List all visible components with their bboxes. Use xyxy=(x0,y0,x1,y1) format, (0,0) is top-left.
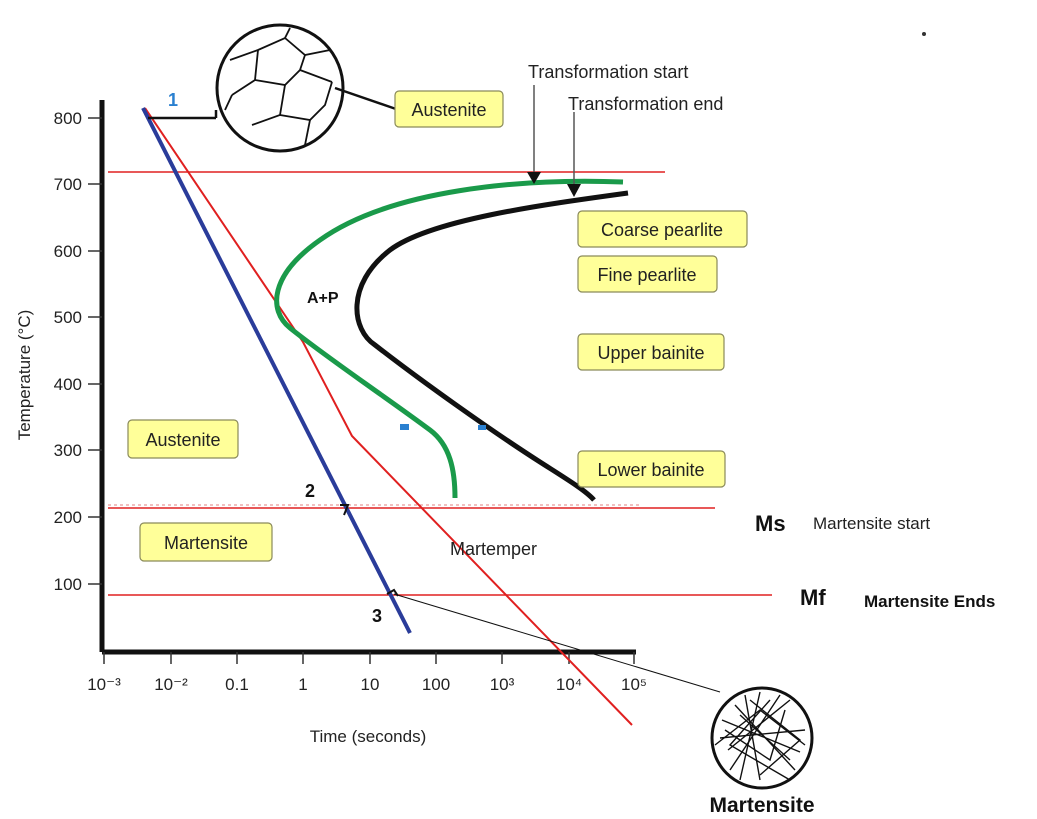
quench-curve xyxy=(141,107,412,634)
arrow-head xyxy=(527,172,541,184)
svg-text:Upper bainite: Upper bainite xyxy=(597,343,704,363)
x-tick-label: 0.1 xyxy=(225,675,249,694)
label-austenite-top: Austenite xyxy=(394,90,504,128)
y-tick-label: 700 xyxy=(54,175,82,194)
ms-desc: Martensite start xyxy=(813,514,930,533)
transformation-end-curve xyxy=(354,190,629,502)
austenite-callout-line xyxy=(334,86,397,111)
y-tick-label: 100 xyxy=(54,575,82,594)
label-austenite-left: Austenite xyxy=(127,419,239,459)
label-upper-bainite: Upper bainite xyxy=(577,333,725,371)
speck xyxy=(922,32,926,36)
point-3-label: 3 xyxy=(372,606,382,626)
x-tick-label: 10⁵ xyxy=(621,675,647,694)
y-tick-label: 500 xyxy=(54,308,82,327)
svg-text:Austenite: Austenite xyxy=(411,100,486,120)
y-tick-label: 400 xyxy=(54,375,82,394)
martensite-callout-line xyxy=(393,593,721,693)
x-tick-label: 10³ xyxy=(490,675,515,694)
x-axis-title: Time (seconds) xyxy=(310,727,427,746)
x-tick-label: 10⁻³ xyxy=(87,675,121,694)
transformation-end-label: Transformation end xyxy=(568,94,723,114)
x-tick-label: 10⁻² xyxy=(154,675,188,694)
marker xyxy=(400,424,409,430)
arrow-head xyxy=(567,184,581,197)
svg-text:Martensite: Martensite xyxy=(164,533,248,553)
martensite-microstructure xyxy=(710,686,814,790)
label-coarse-pearlite: Coarse pearlite xyxy=(577,210,748,248)
x-tick-label: 10⁴ xyxy=(556,675,582,694)
x-tick-label: 10 xyxy=(361,675,380,694)
y-tick-label: 800 xyxy=(54,109,82,128)
y-tick-label: 200 xyxy=(54,508,82,527)
y-tick-label: 300 xyxy=(54,441,82,460)
svg-text:Fine pearlite: Fine pearlite xyxy=(597,265,696,285)
point-2-label: 2 xyxy=(305,481,315,501)
ms-tick-mark xyxy=(340,504,350,516)
martemper-label: Martemper xyxy=(450,539,537,559)
cooling-curve xyxy=(144,107,633,726)
reference-lines xyxy=(108,171,772,596)
y-axis-title: Temperature (°C) xyxy=(15,310,34,441)
label-fine-pearlite: Fine pearlite xyxy=(577,255,718,293)
marker xyxy=(478,425,486,430)
mf-tick-mark xyxy=(386,588,399,597)
label-lower-bainite: Lower bainite xyxy=(577,450,726,488)
ms-label: Ms xyxy=(755,511,786,536)
svg-text:Austenite: Austenite xyxy=(145,430,220,450)
y-ticks xyxy=(88,117,102,585)
x-tick-label: 1 xyxy=(298,675,307,694)
x-tick-label: 100 xyxy=(422,675,450,694)
svg-text:Coarse pearlite: Coarse pearlite xyxy=(601,220,723,240)
x-ticks xyxy=(103,652,635,664)
svg-text:Lower bainite: Lower bainite xyxy=(597,460,704,480)
austenite-microstructure xyxy=(215,23,345,153)
mf-label: Mf xyxy=(800,585,826,610)
mf-desc: Martensite Ends xyxy=(864,592,995,611)
point-1-label: 1 xyxy=(168,90,178,110)
y-tick-label: 600 xyxy=(54,242,82,261)
transformation-start-curve xyxy=(274,178,624,499)
label-martensite-left: Martensite xyxy=(139,522,273,562)
martensite-caption: Martensite xyxy=(709,794,814,817)
ap-label: A+P xyxy=(307,290,339,307)
transformation-start-label: Transformation start xyxy=(528,62,688,82)
